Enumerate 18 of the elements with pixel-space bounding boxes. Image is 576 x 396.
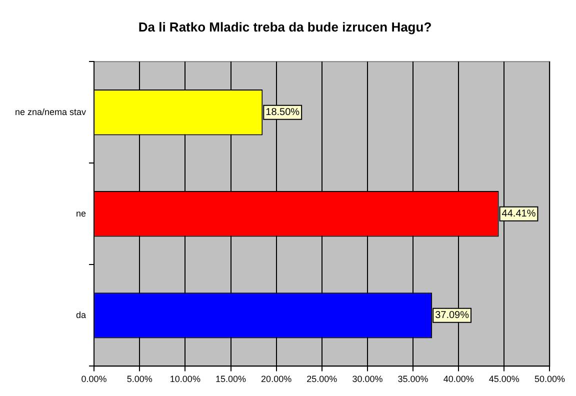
data-label: 18.50% bbox=[266, 107, 300, 118]
x-tick-label: 45.00% bbox=[488, 374, 520, 384]
y-tick-label: da bbox=[76, 310, 86, 320]
data-label: 44.41% bbox=[502, 208, 536, 220]
x-tick-label: 50.00% bbox=[534, 374, 566, 384]
x-tick-label: 20.00% bbox=[261, 374, 292, 384]
data-label: 37.09% bbox=[435, 310, 470, 322]
x-tick-label: 35.00% bbox=[398, 374, 428, 384]
x-tick-label: 10.00% bbox=[170, 374, 200, 384]
chart-title: Da li Ratko Mladic treba da bude izrucen Hagu? bbox=[138, 19, 432, 34]
y-tick-label: ne zna/nema stav bbox=[14, 106, 87, 117]
y-tick-label: ne bbox=[76, 208, 86, 218]
x-tick-label: 0.00% bbox=[81, 374, 107, 384]
x-tick-label: 25.00% bbox=[306, 374, 338, 384]
x-tick-label: 5.00% bbox=[126, 374, 152, 384]
x-tick-label: 30.00% bbox=[352, 374, 383, 384]
x-tick-label: 40.00% bbox=[443, 374, 474, 384]
x-tick-label: 15.00% bbox=[215, 374, 246, 384]
